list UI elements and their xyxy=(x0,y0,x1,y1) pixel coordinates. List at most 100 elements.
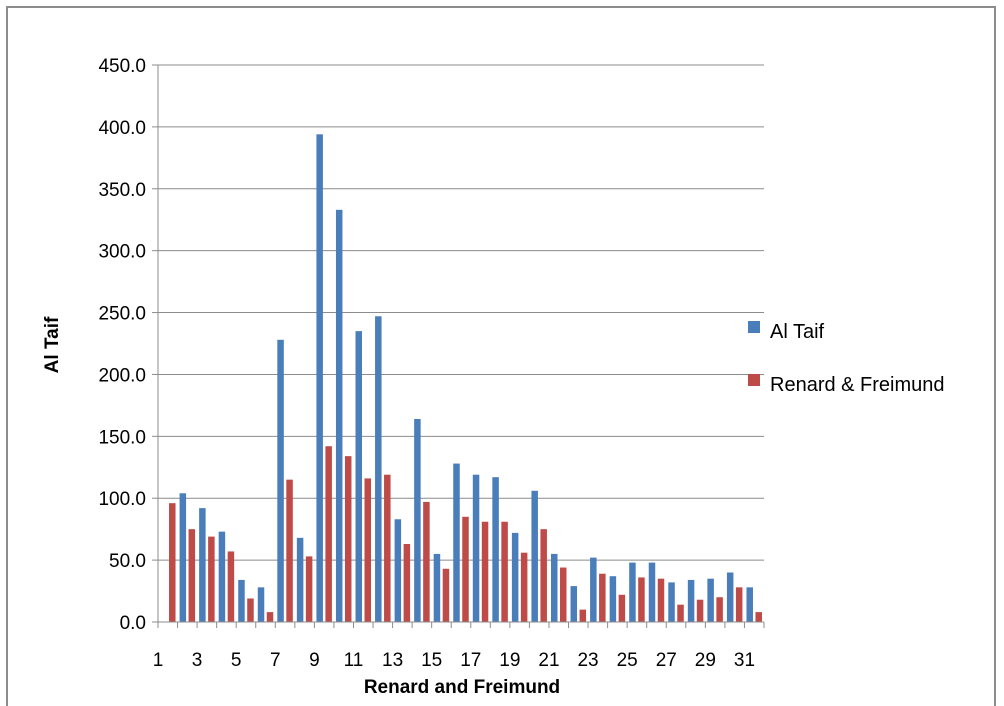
y-tick-label: 100.0 xyxy=(98,489,146,510)
bar-al-taif-5 xyxy=(238,579,245,622)
bar-al-taif-31 xyxy=(746,587,753,622)
x-tick-labels: 1 3 5 7 9 11 13 15 17 19 21 23 25 27 29 31 xyxy=(153,650,755,671)
bar-al-taif-11 xyxy=(355,331,363,622)
bar-al-taif-9 xyxy=(316,134,323,622)
legend-swatch-renard-freimund xyxy=(748,374,760,386)
y-tick-label: 300.0 xyxy=(98,242,146,263)
bar-renard-freimund-27 xyxy=(677,604,684,622)
bar-renard-freimund-26 xyxy=(657,578,665,622)
bar-al-taif-29 xyxy=(707,578,714,622)
bar-renard-freimund-29 xyxy=(716,597,723,622)
x-tick-label: 21 xyxy=(538,650,559,671)
x-tick-label: 27 xyxy=(656,650,677,671)
bar-al-taif-17 xyxy=(472,474,480,622)
bar-al-taif-14 xyxy=(414,419,421,622)
x-tick-label: 3 xyxy=(192,650,203,671)
bar-al-taif-26 xyxy=(648,562,656,622)
bar-renard-freimund-21 xyxy=(559,567,567,622)
y-axis-title: Al Taif xyxy=(42,316,63,373)
bar-renard-freimund-23 xyxy=(599,573,606,622)
x-tick-label: 7 xyxy=(270,650,281,671)
bar-renard-freimund-1 xyxy=(169,503,176,622)
bar-al-taif-28 xyxy=(687,579,695,622)
bar-renard-freimund-25 xyxy=(638,577,645,622)
bar-renard-freimund-5 xyxy=(247,598,254,622)
y-tick-label: 350.0 xyxy=(98,180,146,201)
bar-renard-freimund-28 xyxy=(696,599,704,622)
y-tick-label: 0.0 xyxy=(120,613,146,634)
bar-renard-freimund-24 xyxy=(618,594,626,622)
bar-renard-freimund-9 xyxy=(325,446,332,622)
bar-renard-freimund-6 xyxy=(266,612,274,622)
bar-al-taif-6 xyxy=(257,587,265,622)
bar-al-taif-22 xyxy=(570,586,578,622)
y-tick-labels: 0.0 50.0 100.0 150.0 200.0 250.0 300.0 350.0 400… xyxy=(98,56,146,634)
bar-al-taif-30 xyxy=(726,572,734,622)
bar-renard-freimund-18 xyxy=(501,521,508,622)
bar-al-taif-4 xyxy=(218,531,226,622)
bar-al-taif-7 xyxy=(277,339,284,622)
bar-al-taif-21 xyxy=(550,553,558,622)
legend-label-renard-freimund: Renard & Freimund xyxy=(770,374,945,396)
bar-al-taif-15 xyxy=(433,553,441,622)
legend: Al Taif Renard & Freimund xyxy=(748,321,945,396)
bar-renard-freimund-4 xyxy=(227,551,235,622)
bar-al-taif-27 xyxy=(668,582,675,622)
bar-renard-freimund-2 xyxy=(188,529,196,622)
y-tick-label: 250.0 xyxy=(98,304,146,325)
bar-renard-freimund-14 xyxy=(423,501,430,622)
bar-renard-freimund-8 xyxy=(305,556,313,622)
x-tick-label: 15 xyxy=(421,650,442,671)
bar-renard-freimund-30 xyxy=(735,587,743,622)
x-tick-label: 9 xyxy=(309,650,320,671)
y-tick-label: 400.0 xyxy=(98,118,146,139)
x-tick-label: 13 xyxy=(382,650,403,671)
y-tick-label: 450.0 xyxy=(98,56,146,77)
bar-al-taif-3 xyxy=(199,508,206,622)
bar-al-taif-16 xyxy=(453,463,460,622)
bar-renard-freimund-3 xyxy=(208,536,215,622)
gridlines xyxy=(152,64,764,623)
bar-renard-freimund-16 xyxy=(462,516,469,622)
bar-al-taif-20 xyxy=(531,490,538,622)
x-tick-label: 11 xyxy=(344,650,364,671)
bar-renard-freimund-11 xyxy=(364,478,372,622)
bar-renard-freimund-7 xyxy=(286,479,293,622)
bar-al-taif-13 xyxy=(394,519,402,622)
y-tick-label: 150.0 xyxy=(98,427,146,448)
x-tick-label: 23 xyxy=(577,650,598,671)
bar-renard-freimund-17 xyxy=(481,521,489,622)
legend-label-al-taif: Al Taif xyxy=(770,321,825,343)
bar-al-taif-10 xyxy=(335,209,343,622)
bar-renard-freimund-13 xyxy=(403,544,411,622)
bar-renard-freimund-12 xyxy=(384,474,391,622)
x-tick-label: 25 xyxy=(617,650,638,671)
bar-renard-freimund-15 xyxy=(442,568,450,622)
x-tick-label: 31 xyxy=(734,650,755,671)
bar-al-taif-23 xyxy=(590,557,597,622)
bars xyxy=(169,134,762,622)
y-tick-label: 200.0 xyxy=(98,365,146,386)
x-tick-label: 5 xyxy=(231,650,242,671)
bar-renard-freimund-31 xyxy=(755,612,762,622)
x-tick-label: 1 xyxy=(153,650,164,671)
bar-renard-freimund-22 xyxy=(579,609,587,622)
bar-al-taif-18 xyxy=(492,477,499,622)
bar-renard-freimund-19 xyxy=(520,552,528,622)
x-tick-label: 19 xyxy=(499,650,520,671)
x-tick-label: 29 xyxy=(695,650,716,671)
y-tick-label: 50.0 xyxy=(109,551,146,572)
bar-al-taif-12 xyxy=(375,316,382,622)
bar-al-taif-2 xyxy=(179,493,187,622)
bar-al-taif-19 xyxy=(511,532,519,622)
bar-al-taif-8 xyxy=(296,537,304,622)
bar-al-taif-25 xyxy=(629,562,636,622)
bar-renard-freimund-10 xyxy=(344,456,352,622)
bar-renard-freimund-20 xyxy=(540,529,547,622)
legend-swatch-al-taif xyxy=(748,321,760,333)
bar-al-taif-24 xyxy=(609,576,617,622)
x-tick-label: 17 xyxy=(460,650,481,671)
axes xyxy=(157,65,765,628)
x-axis-title: Renard and Freimund xyxy=(364,677,560,698)
